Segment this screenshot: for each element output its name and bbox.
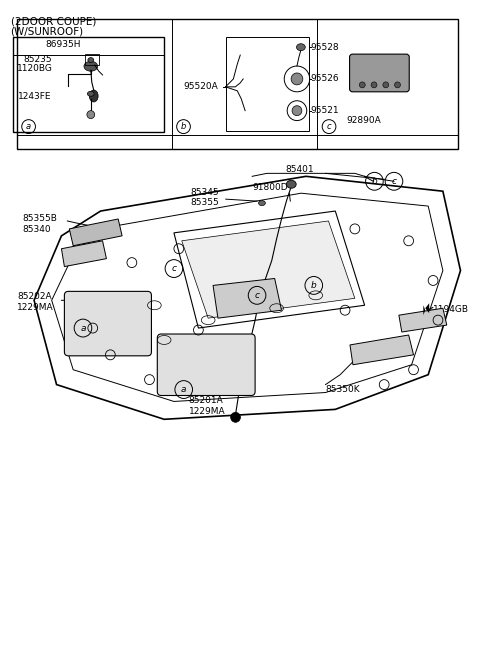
- Polygon shape: [68, 295, 147, 352]
- Text: 85340: 85340: [23, 225, 51, 234]
- Text: 85401: 85401: [286, 166, 314, 174]
- Text: 1194GB: 1194GB: [433, 305, 469, 314]
- Circle shape: [371, 82, 377, 88]
- Text: 1229MA: 1229MA: [189, 407, 225, 417]
- Polygon shape: [425, 303, 429, 313]
- Ellipse shape: [84, 61, 97, 71]
- Text: 95521: 95521: [311, 106, 339, 115]
- Text: a: a: [26, 122, 31, 131]
- Polygon shape: [213, 278, 281, 318]
- Text: c: c: [254, 291, 260, 300]
- Circle shape: [383, 82, 389, 88]
- Text: (W/SUNROOF): (W/SUNROOF): [11, 27, 84, 37]
- FancyBboxPatch shape: [64, 291, 151, 356]
- Text: 95526: 95526: [311, 74, 339, 83]
- Text: 91800D: 91800D: [252, 183, 288, 193]
- Circle shape: [360, 82, 365, 88]
- Text: b: b: [181, 122, 186, 131]
- Ellipse shape: [88, 58, 94, 62]
- Text: 85235: 85235: [23, 54, 52, 64]
- Text: c: c: [171, 264, 177, 273]
- Text: (2DOOR COUPE): (2DOOR COUPE): [11, 17, 96, 27]
- Circle shape: [87, 111, 95, 119]
- Bar: [12, 38, 164, 132]
- Ellipse shape: [287, 180, 296, 189]
- FancyBboxPatch shape: [349, 54, 409, 92]
- Text: a: a: [181, 385, 186, 394]
- Circle shape: [292, 106, 302, 115]
- Polygon shape: [61, 241, 107, 266]
- Text: a: a: [80, 323, 86, 333]
- Text: c: c: [392, 176, 396, 186]
- Polygon shape: [69, 219, 122, 246]
- Text: 86935H: 86935H: [46, 40, 81, 50]
- FancyBboxPatch shape: [157, 334, 255, 395]
- Ellipse shape: [297, 44, 305, 50]
- Text: 85345: 85345: [191, 189, 219, 197]
- Polygon shape: [350, 335, 414, 365]
- Text: 95520A: 95520A: [183, 83, 218, 91]
- Polygon shape: [423, 305, 425, 315]
- Text: 1120BG: 1120BG: [16, 64, 52, 73]
- Text: 1229MA: 1229MA: [17, 303, 54, 312]
- Text: 85350K: 85350K: [325, 384, 360, 394]
- Text: 1243FE: 1243FE: [18, 93, 52, 101]
- Bar: [226, 38, 309, 132]
- Bar: [85, 54, 98, 65]
- Bar: [17, 19, 458, 149]
- Ellipse shape: [89, 90, 98, 102]
- Text: b: b: [311, 281, 317, 290]
- Text: 85201A: 85201A: [189, 397, 223, 405]
- Text: 95528: 95528: [311, 43, 339, 52]
- Ellipse shape: [87, 91, 94, 96]
- Text: 85202A: 85202A: [17, 293, 52, 301]
- Text: 85355: 85355: [191, 198, 219, 207]
- Circle shape: [291, 73, 303, 85]
- Text: 85355B: 85355B: [23, 214, 57, 223]
- Polygon shape: [399, 308, 447, 332]
- Circle shape: [395, 82, 400, 88]
- Text: c: c: [327, 122, 331, 131]
- Polygon shape: [161, 338, 251, 392]
- Polygon shape: [182, 221, 355, 318]
- Circle shape: [231, 413, 240, 422]
- Ellipse shape: [259, 201, 265, 205]
- Text: b: b: [372, 176, 377, 186]
- Text: 92890A: 92890A: [347, 116, 382, 125]
